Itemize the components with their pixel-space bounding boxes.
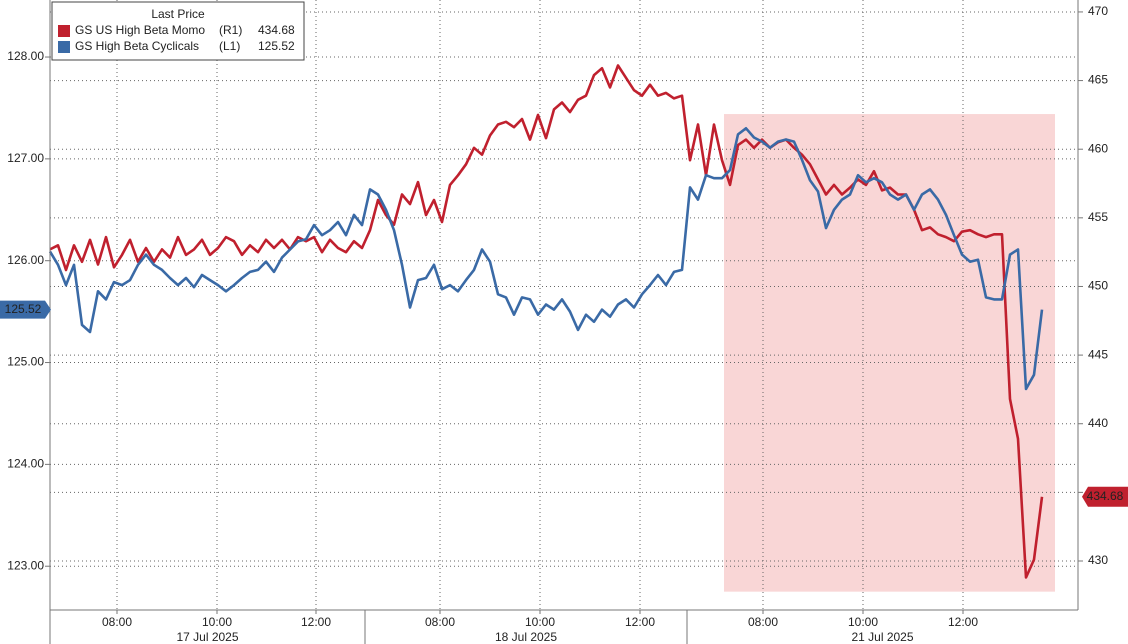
x-tick-label: 10:00 bbox=[202, 615, 232, 629]
y2-tick-label: 455 bbox=[1088, 210, 1108, 224]
y-tick-label: 124.00 bbox=[7, 457, 44, 471]
y2-tick-label: 470 bbox=[1088, 4, 1108, 18]
highlight-region bbox=[724, 114, 1055, 592]
y2-tick-label: 460 bbox=[1088, 141, 1108, 155]
x-tick-label: 12:00 bbox=[301, 615, 331, 629]
y-tick-label: 126.00 bbox=[7, 253, 44, 267]
day-label: 18 Jul 2025 bbox=[495, 630, 557, 644]
y2-tick-label: 445 bbox=[1088, 347, 1108, 361]
y2-tick-label: 450 bbox=[1088, 279, 1108, 293]
day-label: 17 Jul 2025 bbox=[176, 630, 238, 644]
series-line bbox=[49, 64, 1044, 579]
grid-layer bbox=[50, 0, 1078, 610]
last-value-box bbox=[1082, 486, 1128, 507]
x-tick-label: 08:00 bbox=[748, 615, 778, 629]
last-value-label: 434.68 bbox=[1087, 489, 1124, 503]
x-tick-label: 12:00 bbox=[948, 615, 978, 629]
legend-tag: (R1) bbox=[219, 23, 242, 37]
x-tick-label: 08:00 bbox=[425, 615, 455, 629]
y-tick-label: 127.00 bbox=[7, 151, 44, 165]
y2-tick-label: 440 bbox=[1088, 416, 1108, 430]
series-layer bbox=[48, 64, 1044, 579]
y2-tick-label: 465 bbox=[1088, 73, 1108, 87]
legend-title: Last Price bbox=[151, 7, 205, 21]
series-line bbox=[48, 127, 1044, 391]
legend-value: 434.68 bbox=[258, 23, 295, 37]
y-tick-label: 123.00 bbox=[7, 558, 44, 572]
day-label: 21 Jul 2025 bbox=[851, 630, 913, 644]
x-tick-label: 12:00 bbox=[625, 615, 655, 629]
y-tick-label: 125.00 bbox=[7, 355, 44, 369]
x-tick-label: 10:00 bbox=[525, 615, 555, 629]
legend-swatch bbox=[58, 25, 70, 37]
y2-tick-label: 430 bbox=[1088, 553, 1108, 567]
x-tick-label: 08:00 bbox=[102, 615, 132, 629]
x-tick-label: 10:00 bbox=[848, 615, 878, 629]
legend-name: GS High Beta Cyclicals bbox=[75, 39, 199, 53]
legend-swatch bbox=[58, 41, 70, 53]
last-value-label: 125.52 bbox=[5, 302, 42, 316]
legend-value: 125.52 bbox=[258, 39, 295, 53]
legend-name: GS US High Beta Momo bbox=[75, 23, 205, 37]
last-value-box bbox=[0, 300, 51, 319]
background-layer bbox=[724, 114, 1055, 592]
y-tick-label: 128.00 bbox=[7, 49, 44, 63]
legend-tag: (L1) bbox=[219, 39, 240, 53]
legend-box bbox=[51, 1, 305, 61]
